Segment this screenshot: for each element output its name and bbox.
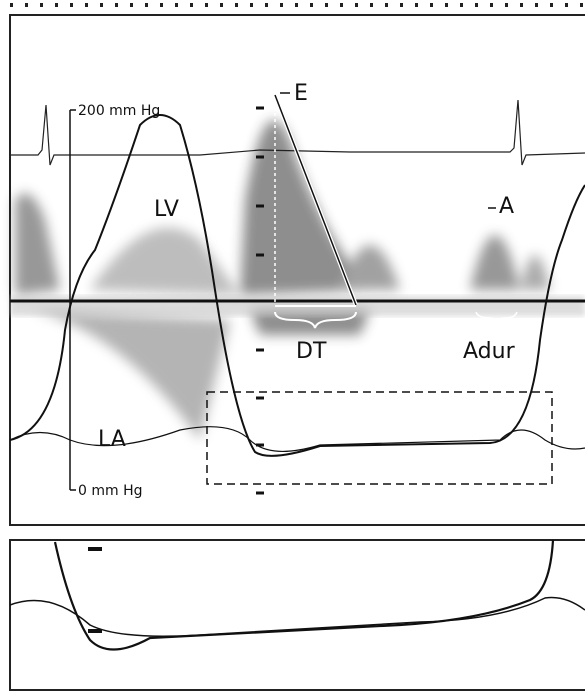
velocity-ticks (256, 106, 264, 495)
adur-label: Adur (463, 339, 516, 364)
zoom-box (206, 391, 553, 485)
pressure-scale (69, 109, 76, 491)
e-label: E (294, 81, 308, 106)
a-label: A (499, 194, 514, 219)
scale-top-label: 200 mm Hg (78, 103, 160, 119)
dt-triangle (273, 92, 358, 307)
dt-brace (274, 311, 357, 329)
lv-label: LV (154, 197, 179, 222)
lv-pressure (9, 114, 585, 457)
scale-bottom-label: 0 mm Hg (78, 483, 143, 499)
dt-label: DT (296, 339, 327, 364)
zoom-panel (9, 539, 585, 691)
adur-brace (475, 311, 518, 324)
doppler-signal (15, 120, 550, 440)
ecg-trace (10, 99, 585, 166)
la-label: LA (98, 427, 126, 452)
zoom-ticks (88, 547, 102, 633)
zoom-la (9, 596, 585, 637)
